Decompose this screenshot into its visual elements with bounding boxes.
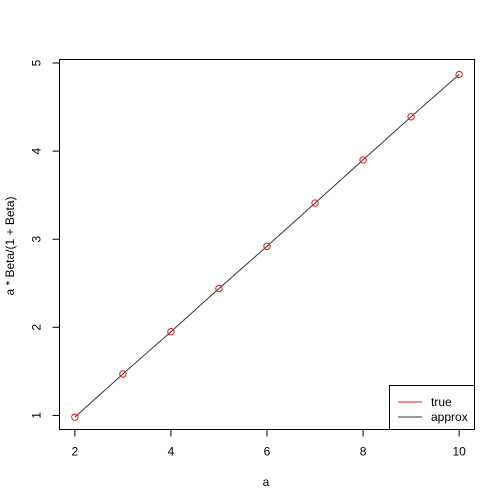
true-data-point bbox=[119, 370, 127, 378]
x-axis: 2 4 6 8 10 bbox=[72, 429, 466, 459]
true-data-point bbox=[359, 156, 367, 164]
true-data-point bbox=[311, 199, 319, 207]
legend-approx-label: approx bbox=[431, 410, 468, 424]
true-data-point bbox=[215, 284, 223, 293]
y-axis: 1 2 3 4 5 bbox=[30, 59, 60, 419]
x-axis-label: a bbox=[263, 475, 270, 489]
x-tick-label: 6 bbox=[264, 445, 271, 459]
approx-line-layer bbox=[74, 74, 460, 418]
x-tick-label: 2 bbox=[72, 445, 79, 459]
true-data-point bbox=[455, 70, 463, 79]
y-tick-label: 5 bbox=[30, 59, 44, 66]
y-axis-label: a * Beta/(1 + Beta) bbox=[3, 196, 17, 295]
true-data-point bbox=[407, 113, 415, 121]
y-tick-label: 2 bbox=[30, 324, 44, 331]
y-tick-label: 3 bbox=[30, 236, 44, 243]
x-tick-label: 10 bbox=[452, 445, 466, 459]
legend-box bbox=[389, 385, 475, 430]
true-data-point bbox=[167, 328, 175, 336]
y-tick-label: 4 bbox=[30, 147, 44, 154]
plot-frame bbox=[59, 59, 475, 430]
x-tick-label: 4 bbox=[168, 445, 175, 459]
y-tick-label: 1 bbox=[30, 412, 44, 419]
legend: true approx bbox=[389, 385, 475, 430]
true-data-point bbox=[263, 242, 271, 250]
approx-series-line bbox=[74, 74, 460, 418]
legend-true-label: true bbox=[431, 395, 452, 409]
true-data-point bbox=[71, 413, 79, 421]
x-tick-label: 8 bbox=[360, 445, 367, 459]
true-points-layer bbox=[71, 70, 463, 421]
